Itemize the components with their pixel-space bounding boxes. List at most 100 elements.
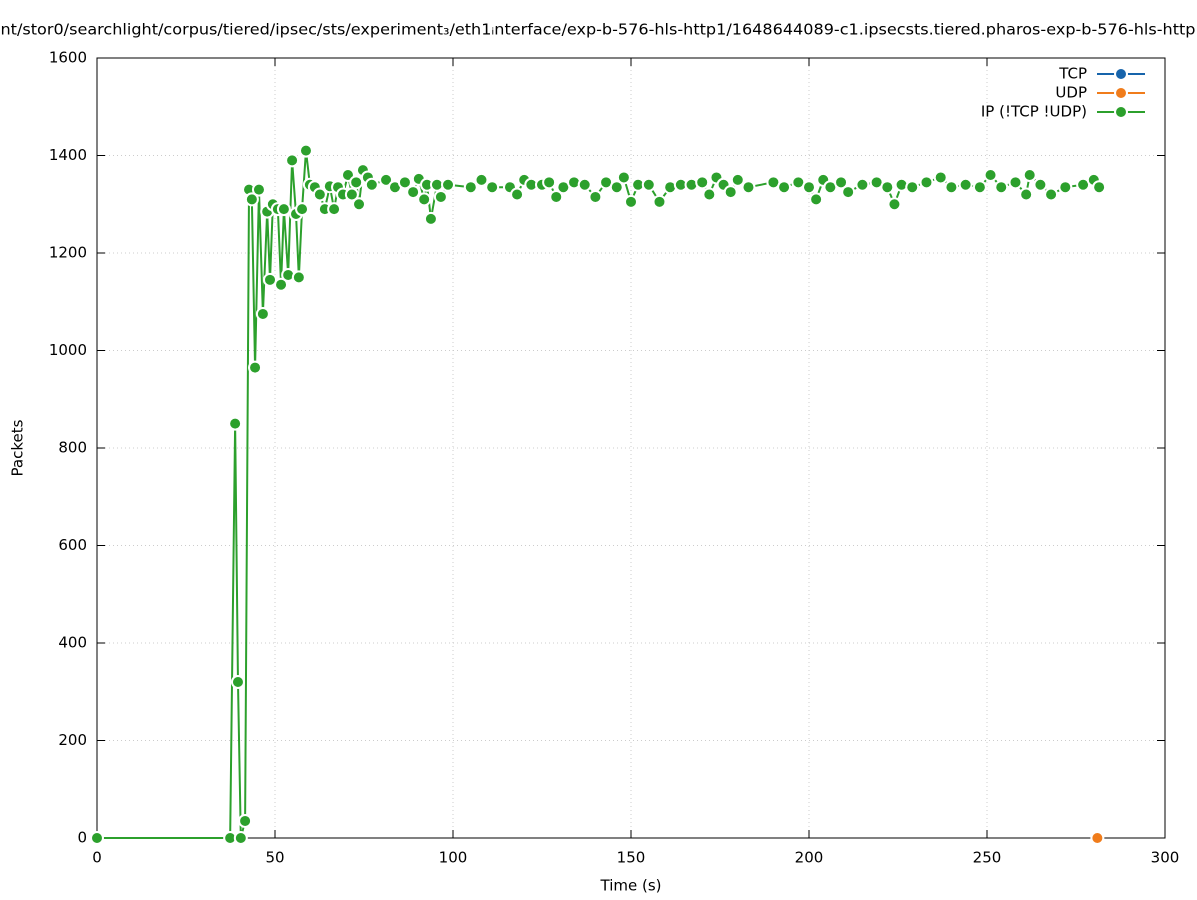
x-tick-label: 0 xyxy=(92,849,102,867)
legend-label: TCP xyxy=(1058,65,1087,83)
data-point xyxy=(276,202,291,217)
data-point xyxy=(248,360,263,375)
data-point xyxy=(588,189,603,204)
y-tick-label: 1400 xyxy=(49,146,87,164)
data-point xyxy=(802,180,816,195)
data-point xyxy=(230,675,245,689)
data-point xyxy=(510,187,525,202)
data-point xyxy=(344,187,359,202)
legend-marker xyxy=(1114,67,1128,81)
data-point xyxy=(327,202,342,217)
data-point xyxy=(255,306,270,321)
legend-label: UDP xyxy=(1055,84,1087,102)
data-point xyxy=(723,185,738,200)
data-point xyxy=(463,180,478,195)
x-tick-label: 250 xyxy=(973,849,1002,867)
data-point xyxy=(423,211,438,226)
data-point xyxy=(972,180,987,195)
plot-frame xyxy=(96,57,1166,839)
data-point xyxy=(777,180,792,195)
data-point xyxy=(834,175,849,190)
y-tick-label: 1200 xyxy=(49,244,87,262)
data-point xyxy=(291,270,306,285)
data-point xyxy=(841,185,856,200)
data-point xyxy=(474,172,489,187)
data-point xyxy=(417,192,432,207)
data-point xyxy=(609,180,624,195)
series-line xyxy=(97,150,1100,839)
y-axis-label: Packets xyxy=(9,419,27,476)
data-point xyxy=(274,277,289,292)
data-point xyxy=(285,153,300,168)
y-tick-label: 600 xyxy=(58,536,87,554)
data-point xyxy=(887,197,902,212)
chart-title: nt/stor0/searchlight/corpus/tiered/ipsec… xyxy=(1,21,1196,39)
y-tick-label: 1000 xyxy=(49,341,87,359)
x-tick-label: 200 xyxy=(795,849,824,867)
data-point xyxy=(577,177,592,192)
y-tick-label: 200 xyxy=(58,731,87,749)
data-point xyxy=(397,175,412,190)
x-tick-label: 300 xyxy=(1151,849,1180,867)
data-point xyxy=(485,180,500,195)
data-point xyxy=(1044,187,1059,202)
data-point xyxy=(983,168,998,182)
data-point xyxy=(263,272,278,287)
data-point xyxy=(944,180,959,195)
data-point xyxy=(441,177,456,192)
data-point xyxy=(406,185,421,200)
data-point xyxy=(641,177,656,192)
data-point xyxy=(1033,177,1048,192)
data-point xyxy=(880,180,895,195)
data-point xyxy=(994,180,1009,195)
data-point xyxy=(702,187,717,202)
data-point xyxy=(958,177,973,192)
data-point xyxy=(695,175,710,190)
data-point xyxy=(349,175,364,190)
x-axis-label: Time (s) xyxy=(600,877,662,895)
y-tick-label: 1600 xyxy=(49,49,87,67)
data-point xyxy=(298,143,313,158)
data-point xyxy=(228,416,243,431)
data-point xyxy=(549,189,564,204)
data-point xyxy=(1092,180,1107,195)
data-point xyxy=(741,180,756,195)
data-point xyxy=(1019,187,1034,202)
y-tick-label: 400 xyxy=(58,634,87,652)
data-point xyxy=(233,831,248,845)
x-tick-label: 150 xyxy=(617,849,646,867)
x-tick-label: 50 xyxy=(265,849,284,867)
y-tick-label: 0 xyxy=(77,829,87,847)
data-point xyxy=(624,194,638,209)
legend-marker xyxy=(1114,105,1128,119)
legend-marker xyxy=(1114,86,1128,100)
data-point xyxy=(244,192,259,207)
legend-label: IP (!TCP !UDP) xyxy=(981,103,1087,121)
data-point xyxy=(919,175,934,190)
data-point xyxy=(90,831,104,845)
data-point xyxy=(1022,168,1037,182)
data-point xyxy=(809,192,824,207)
data-point xyxy=(238,813,253,828)
data-point xyxy=(379,172,394,187)
data-point xyxy=(652,194,667,209)
data-point xyxy=(933,170,948,185)
data-point xyxy=(433,189,448,204)
y-tick-label: 800 xyxy=(58,439,87,457)
data-point xyxy=(730,172,745,187)
data-point xyxy=(905,180,920,195)
data-point xyxy=(542,175,557,190)
x-tick-label: 100 xyxy=(439,849,468,867)
data-point xyxy=(251,182,266,197)
data-point xyxy=(312,187,327,202)
data-point xyxy=(1058,180,1073,195)
data-point xyxy=(616,170,631,185)
data-point xyxy=(1090,831,1105,845)
data-point xyxy=(364,177,379,192)
data-point xyxy=(855,177,870,192)
data-point xyxy=(352,197,367,212)
data-point xyxy=(295,202,310,217)
data-point xyxy=(1008,175,1023,190)
